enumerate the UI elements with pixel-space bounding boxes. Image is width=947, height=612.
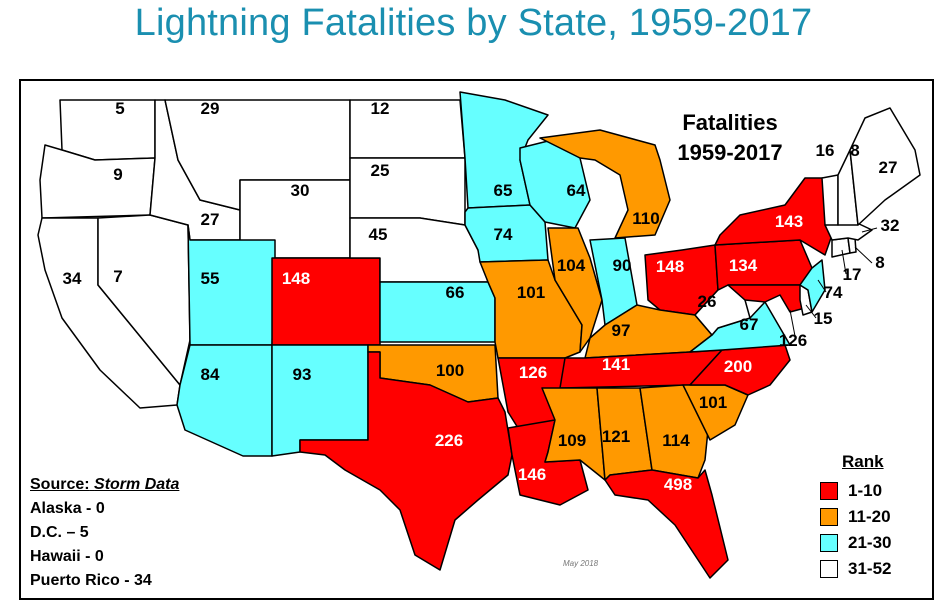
state-value-me: 27 bbox=[879, 158, 898, 177]
source-name: Storm Data bbox=[94, 476, 180, 493]
date-stamp: May 2018 bbox=[563, 559, 599, 568]
leader-line-ct bbox=[841, 249, 847, 275]
rank-legend: Rank 1-10 11-20 21-30 31-52 bbox=[820, 452, 891, 582]
state-shape-ks bbox=[379, 281, 496, 343]
state-shape-wa bbox=[59, 99, 156, 161]
state-value-wi: 64 bbox=[567, 181, 586, 200]
page-title: Lightning Fatalities by State, 1959-2017 bbox=[134, 2, 813, 44]
state-value-nj: 74 bbox=[824, 283, 843, 302]
state-value-sd: 25 bbox=[371, 161, 390, 180]
legend-label: 11-20 bbox=[848, 507, 891, 526]
legend-swatch bbox=[820, 482, 838, 500]
state-shape-ri bbox=[847, 237, 857, 254]
source-title: Source: Storm Data bbox=[30, 473, 179, 497]
state-value-ny: 143 bbox=[775, 212, 803, 231]
state-value-md: 126 bbox=[779, 331, 807, 350]
state-value-mt: 29 bbox=[201, 99, 220, 118]
legend-swatch bbox=[820, 560, 838, 578]
state-value-ut: 55 bbox=[201, 269, 220, 288]
source-label: Source: bbox=[30, 476, 90, 493]
state-value-wy: 30 bbox=[291, 181, 310, 200]
state-value-ne: 45 bbox=[369, 225, 388, 244]
state-value-wv: 26 bbox=[698, 292, 717, 311]
state-value-or: 9 bbox=[113, 165, 122, 184]
state-value-az: 84 bbox=[201, 365, 220, 384]
state-value-ia: 74 bbox=[494, 225, 513, 244]
source-notes: Source: Storm Data Alaska - 0 D.C. – 5 H… bbox=[30, 473, 179, 593]
state-shape-az bbox=[176, 344, 273, 457]
legend-swatch bbox=[820, 534, 838, 552]
state-value-al: 121 bbox=[602, 427, 630, 446]
leader-line-nj bbox=[817, 279, 827, 293]
legend-item: 31-52 bbox=[820, 556, 891, 582]
state-value-nv: 7 bbox=[113, 267, 122, 286]
leader-line-md bbox=[789, 309, 796, 337]
legend-item: 1-10 bbox=[820, 478, 891, 504]
state-value-ms: 109 bbox=[558, 431, 586, 450]
state-value-wa: 5 bbox=[115, 99, 124, 118]
state-value-co: 148 bbox=[282, 269, 310, 288]
state-value-il: 104 bbox=[557, 256, 586, 275]
state-value-nm: 93 bbox=[293, 365, 312, 384]
state-value-sc: 101 bbox=[699, 393, 727, 412]
state-value-oh: 148 bbox=[656, 257, 684, 276]
state-value-ca: 34 bbox=[63, 269, 82, 288]
state-value-mn: 65 bbox=[494, 181, 513, 200]
state-value-mo: 101 bbox=[517, 283, 545, 302]
state-value-ok: 100 bbox=[436, 361, 464, 380]
state-value-ma: 32 bbox=[881, 216, 900, 235]
state-shape-me bbox=[849, 107, 921, 226]
source-note: Hawaii - 0 bbox=[30, 548, 104, 565]
leader-line-de bbox=[805, 304, 817, 319]
fatalities-title-line1: Fatalities bbox=[682, 110, 778, 135]
legend-title: Rank bbox=[842, 452, 884, 471]
state-value-nh: 8 bbox=[850, 141, 859, 160]
legend-swatch bbox=[820, 508, 838, 526]
state-shape-fl bbox=[604, 469, 729, 579]
state-shape-tx bbox=[299, 351, 513, 571]
state-value-ar: 126 bbox=[519, 363, 547, 382]
legend-label: 21-30 bbox=[848, 533, 892, 552]
state-value-ct: 17 bbox=[843, 265, 862, 284]
state-value-fl: 498 bbox=[664, 475, 692, 494]
legend-label: 31-52 bbox=[848, 559, 892, 578]
source-note: Puerto Rico - 34 bbox=[30, 572, 152, 589]
state-value-mi: 110 bbox=[632, 209, 659, 228]
state-shape-ct bbox=[831, 237, 851, 258]
legend-label: 1-10 bbox=[848, 481, 883, 500]
state-value-ks: 66 bbox=[446, 283, 465, 302]
state-value-vt: 16 bbox=[816, 141, 835, 160]
state-value-ri: 8 bbox=[875, 253, 884, 272]
state-shape-nd bbox=[349, 99, 466, 159]
state-value-tn: 141 bbox=[602, 355, 630, 374]
state-value-nc: 200 bbox=[724, 357, 752, 376]
state-value-ky: 97 bbox=[612, 321, 631, 340]
source-note: Alaska - 0 bbox=[30, 500, 105, 517]
state-value-id: 27 bbox=[201, 210, 220, 229]
fatalities-title: Fatalities 1959-2017 bbox=[660, 108, 800, 168]
leader-line-ri bbox=[854, 246, 873, 264]
state-value-nd: 12 bbox=[371, 99, 390, 118]
state-shape-sd bbox=[349, 157, 466, 226]
state-value-tx: 226 bbox=[435, 431, 463, 450]
state-shape-vt bbox=[821, 174, 839, 226]
leader-line-ma bbox=[861, 227, 878, 233]
state-value-pa: 134 bbox=[729, 256, 758, 275]
state-value-la: 146 bbox=[518, 465, 546, 484]
state-value-ga: 114 bbox=[662, 431, 690, 450]
map-frame bbox=[19, 79, 934, 600]
legend-item: 11-20 bbox=[820, 504, 891, 530]
state-value-in: 90 bbox=[613, 256, 632, 275]
legend-item: 21-30 bbox=[820, 530, 891, 556]
state-value-de: 15 bbox=[814, 309, 833, 328]
source-note: D.C. – 5 bbox=[30, 524, 89, 541]
fatalities-title-line2: 1959-2017 bbox=[677, 140, 783, 165]
state-shape-mi bbox=[539, 129, 671, 239]
state-value-va: 67 bbox=[740, 315, 759, 334]
